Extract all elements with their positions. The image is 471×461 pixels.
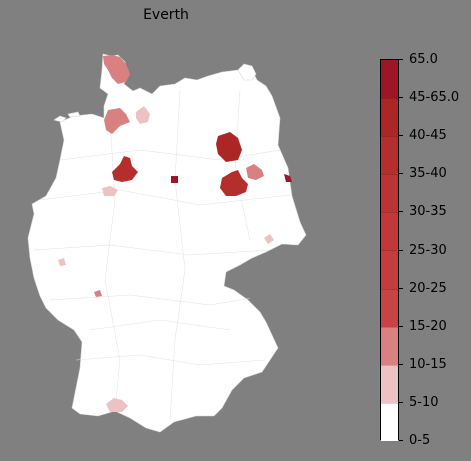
frisian-islands [53,111,81,123]
legend-tick [399,249,403,251]
germany-outline [27,53,307,433]
legend-swatch [381,250,398,289]
legend-label: 30-35 [409,204,447,220]
legend-label: 15-20 [409,318,447,334]
legend-label: 5-10 [409,394,439,410]
legend-label: 10-15 [409,356,447,372]
region-hannover [112,156,138,182]
region-magdeburg-area [171,176,178,183]
region-hamburg-area [104,108,130,134]
legend-swatch [381,364,398,403]
ruegen-island [237,63,257,81]
legend-label: 0-5 [409,433,431,448]
legend-label: 40-45 [409,128,447,144]
region-lake-constance [106,398,128,412]
legend-label: 45-65.0 [409,90,460,106]
legend-label: 25-30 [409,242,447,258]
legend-tick [399,173,403,175]
legend-label: 20-25 [409,280,447,296]
region-schleswig-north [103,55,130,84]
legend-tick [399,440,403,441]
region-bielefeld [102,186,118,196]
region-berlin-east [246,164,264,180]
legend-swatch [381,212,398,251]
region-brandenburg-south [220,170,248,196]
region-brandenburg-north [216,132,242,162]
legend-tick [399,135,403,137]
legend-colorbar [380,59,399,441]
legend-tick [399,97,403,99]
region-saarbruecken-area [58,258,66,266]
legend-tick [399,287,403,289]
legend-swatch [381,136,398,175]
legend-swatch [381,174,398,213]
region-mannheim [94,290,102,297]
highlighted-regions [58,55,292,412]
legend-swatch [381,98,398,137]
legend-label: 35-40 [409,166,447,182]
legend-tick [399,325,403,327]
legend-tick [399,363,403,365]
legend-tick [399,401,403,403]
legend-tick [399,211,403,213]
legend-tick [399,59,403,60]
legend-swatch [381,288,398,327]
legend-swatch [381,60,398,99]
region-frankfurt-oder [284,174,292,182]
legend-label: 65.0 [409,52,438,67]
region-dresden [264,234,274,244]
region-lueneburg [136,106,150,124]
map-title: Everth [143,7,189,23]
legend-swatch [381,326,398,365]
legend-swatch [381,402,398,441]
